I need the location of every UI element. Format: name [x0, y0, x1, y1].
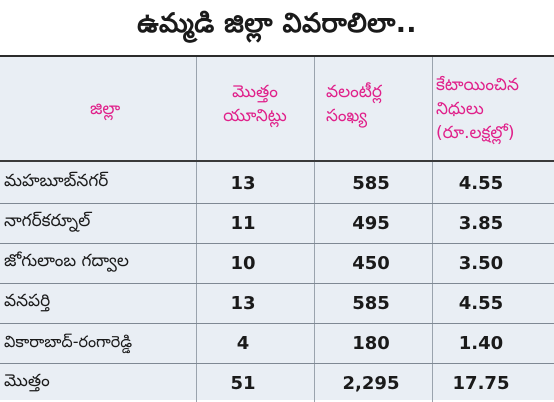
row-funds: 4.55 — [458, 292, 504, 314]
row-district: మహబూబ్‌నగర్ — [4, 171, 109, 191]
row-district: నాగర్‌కర్నూల్ — [4, 211, 91, 231]
header-volunteers: వలంటీర్ల సంఖ్య — [314, 57, 432, 160]
row-funds: 3.50 — [458, 252, 504, 274]
header-units-line: యూనిట్లు — [223, 105, 287, 126]
row-divider — [0, 243, 554, 244]
header-units-line: మొత్తం — [232, 81, 278, 102]
row-units: 13 — [230, 172, 256, 194]
row-divider — [0, 363, 554, 364]
column-divider — [314, 57, 315, 402]
column-divider — [432, 57, 433, 402]
row-volunteers: 585 — [352, 172, 390, 194]
row-volunteers: 495 — [352, 212, 390, 234]
header-funds: కేటాయించిన నిధులు (రూ.లక్షల్లో) — [432, 57, 554, 160]
header-district: జిల్లా — [90, 98, 121, 119]
header-funds-line: కేటాయించిన — [436, 74, 519, 95]
row-units: 10 — [230, 252, 256, 274]
row-divider — [0, 203, 554, 204]
row-volunteers: 180 — [352, 332, 390, 354]
header-divider — [0, 160, 554, 162]
row-units: 11 — [230, 212, 256, 234]
row-district: వనపర్తి — [4, 291, 51, 311]
row-divider — [0, 323, 554, 324]
row-funds: 3.85 — [458, 212, 504, 234]
row-volunteers: 450 — [352, 252, 390, 274]
header-funds-line: (రూ.లక్షల్లో) — [436, 122, 515, 143]
row-units: 4 — [236, 332, 250, 354]
row-volunteers: 585 — [352, 292, 390, 314]
row-funds: 1.40 — [458, 332, 504, 354]
header-units: మొత్తం యూనిట్లు — [196, 57, 314, 160]
row-district: జోగులాంబ గద్వాల — [4, 251, 129, 271]
row-district: వికారాబాద్-రంగారెడ్డి — [4, 331, 133, 351]
column-divider — [196, 57, 197, 402]
row-funds: 17.75 — [452, 372, 510, 394]
header-volunteers-line: వలంటీర్ల — [326, 81, 382, 102]
row-units: 13 — [230, 292, 256, 314]
row-divider — [0, 283, 554, 284]
row-volunteers: 2,295 — [342, 372, 400, 394]
row-units: 51 — [230, 372, 256, 394]
district-table: జిల్లా మొత్తం యూనిట్లు వలంటీర్ల సంఖ్య కే… — [0, 55, 554, 402]
page-title: ఉమ్మడి జిల్లా వివరాలిలా.. — [137, 8, 417, 39]
row-district: మొత్తం — [4, 371, 50, 391]
header-volunteers-line: సంఖ్య — [326, 105, 367, 126]
row-funds: 4.55 — [458, 172, 504, 194]
header-funds-line: నిధులు — [436, 98, 484, 119]
